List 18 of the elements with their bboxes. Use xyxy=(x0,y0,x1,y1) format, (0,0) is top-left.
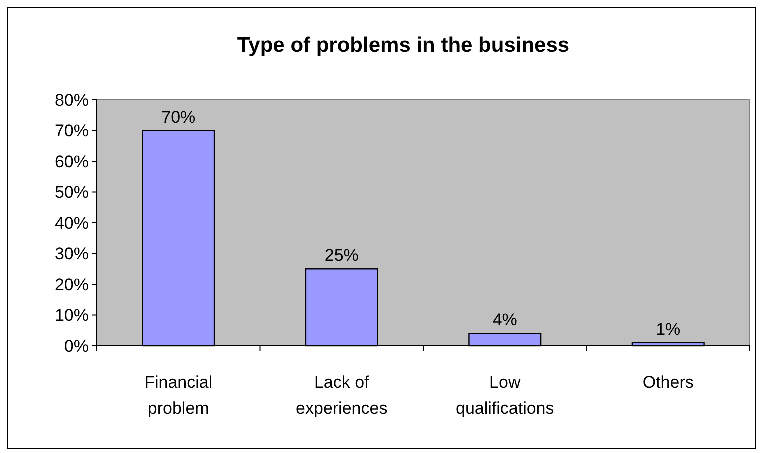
y-tick-label: 20% xyxy=(54,275,89,294)
y-tick-label: 0% xyxy=(64,336,89,356)
data-label: 70% xyxy=(162,108,196,127)
y-tick-label: 70% xyxy=(54,122,89,141)
y-tick-label: 40% xyxy=(54,214,89,233)
y-tick-label: 30% xyxy=(54,244,89,264)
data-label: 1% xyxy=(656,320,681,339)
y-tick-label: 50% xyxy=(54,183,89,202)
x-tick-label: Low qualifications xyxy=(456,373,554,418)
data-label: 4% xyxy=(492,310,518,330)
x-tick-label: Lack of experiences xyxy=(296,373,388,418)
x-tick-label: Financial problem xyxy=(144,373,213,418)
data-label: 25% xyxy=(324,246,359,266)
y-tick-label: 10% xyxy=(54,306,89,326)
x-tick-label: Others xyxy=(642,373,694,392)
y-tick-label: 60% xyxy=(54,152,89,172)
y-tick-label: 80% xyxy=(54,90,89,110)
chart-title: Type of problems in the business xyxy=(237,34,570,57)
